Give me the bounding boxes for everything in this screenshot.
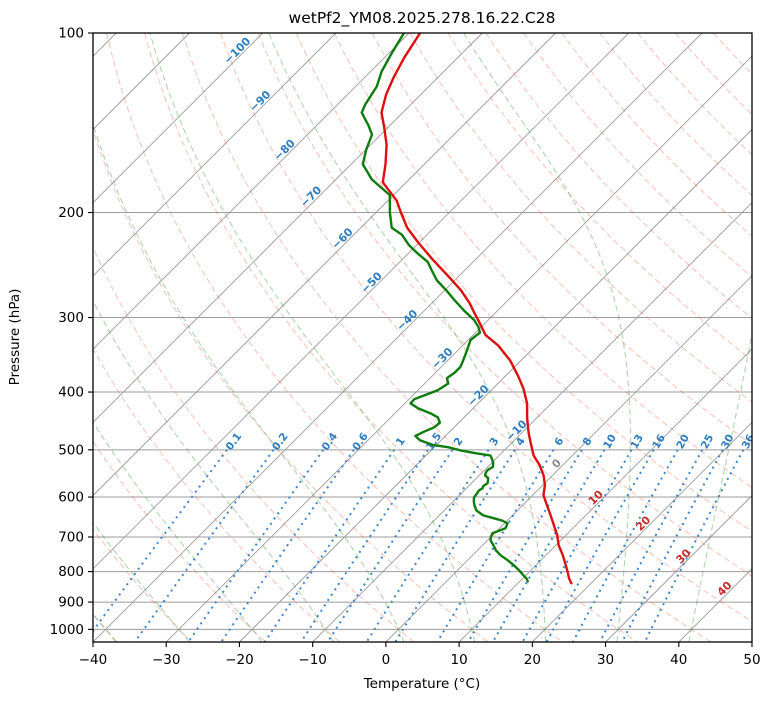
dry-adiabats <box>93 33 752 642</box>
isotherm-label: −20 <box>465 382 492 409</box>
x-tick-label: −20 <box>225 652 254 668</box>
mixing-ratio-label: 2 <box>452 435 466 448</box>
x-axis-title: Temperature (°C) <box>363 676 481 692</box>
y-tick-label: 100 <box>58 26 84 42</box>
isotherm-label: −100 <box>221 35 253 67</box>
isotherm-label: −50 <box>358 269 385 296</box>
mixing-ratio-label: 8 <box>581 436 595 448</box>
x-tick-label: 50 <box>743 652 760 668</box>
mixing-ratio-label: 20 <box>674 432 692 451</box>
isotherm-label: 30 <box>674 546 694 566</box>
diagram-labels: −100−90−80−70−60−50−40−30−20−10010203040… <box>221 35 757 599</box>
isotherm-label: 40 <box>715 578 735 598</box>
x-tick-label: 30 <box>597 652 614 668</box>
isotherm-label: 10 <box>586 487 606 507</box>
x-tick-label: 20 <box>524 652 541 668</box>
chart-title: wetPf2_YM08.2025.278.16.22.C28 <box>289 9 556 28</box>
isotherm-label: −40 <box>394 307 421 334</box>
mixing-ratio-label: 10 <box>601 432 619 451</box>
y-tick-label: 900 <box>58 595 84 611</box>
mixing-ratio-lines <box>93 449 745 642</box>
mixing-ratio-label: 4 <box>514 435 528 448</box>
mixing-ratio-label: 6 <box>552 435 566 448</box>
dewpoint-profile <box>360 33 529 583</box>
y-tick-label: 1000 <box>50 622 84 638</box>
mixing-ratio-label: 36 <box>740 432 757 451</box>
x-tick-label: 10 <box>451 652 468 668</box>
x-tick-label: −30 <box>152 652 181 668</box>
isotherm-label: 0 <box>549 456 564 471</box>
moist-adiabats <box>93 33 752 642</box>
y-tick-label: 300 <box>58 310 84 326</box>
x-tick-label: −10 <box>298 652 327 668</box>
temperature-profile <box>380 33 573 585</box>
isotherm-label: −60 <box>329 225 356 252</box>
x-tick-label: 0 <box>382 652 391 668</box>
isotherm-label: −30 <box>429 345 456 372</box>
y-tick-label: 700 <box>58 530 84 546</box>
pressure-gridlines <box>93 33 752 630</box>
y-tick-label: 800 <box>58 564 84 580</box>
y-tick-label: 400 <box>58 385 84 401</box>
isotherm-label: −90 <box>247 88 274 115</box>
mixing-ratio-label: 25 <box>699 432 717 451</box>
y-tick-label: 500 <box>58 442 84 458</box>
isotherm-lines <box>93 33 752 642</box>
isotherm-label: −70 <box>298 183 325 210</box>
mixing-ratio-label: 3 <box>487 435 501 448</box>
mixing-ratio-label: 30 <box>719 432 737 451</box>
y-axis-title: Pressure (hPa) <box>7 289 23 386</box>
x-tick-label: 40 <box>670 652 687 668</box>
isotherm-label: 20 <box>633 513 653 533</box>
sounding-profiles <box>360 33 573 585</box>
x-tick-label: −40 <box>79 652 108 668</box>
y-tick-label: 200 <box>58 205 84 221</box>
y-tick-label: 600 <box>58 490 84 506</box>
isotherm-label: −80 <box>271 137 298 164</box>
